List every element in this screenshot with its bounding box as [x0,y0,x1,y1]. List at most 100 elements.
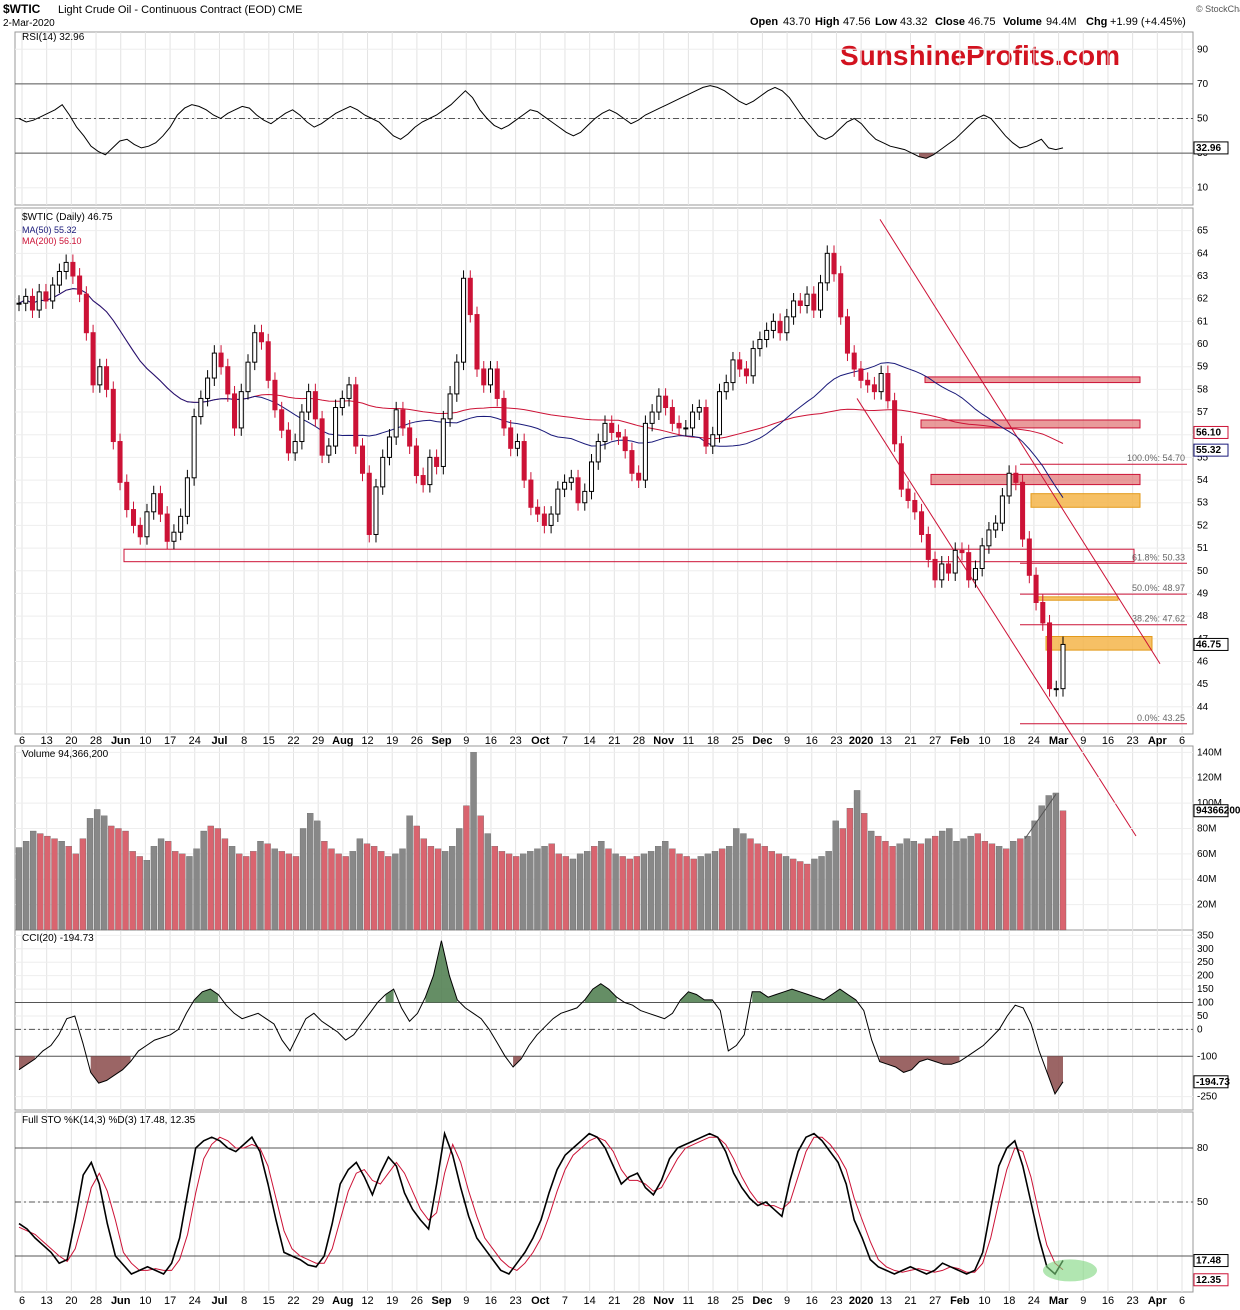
value-tag-text: 12.35 [1196,1275,1221,1286]
candle-body [602,422,608,443]
high-label: High [815,16,840,28]
axis-labels: 6 13 20 28 Jun 10 17 24 Jul 8 15 22 29 Aug 12 19 26 Sep 9 1… [19,735,1185,1307]
volume-bar [172,851,179,931]
x-axis-tick-label: Jun [111,735,131,747]
x-axis-tick-label: Apr [1148,735,1168,747]
volume-bar [924,838,932,931]
x-axis-tick-label: 10 [139,1295,151,1307]
y-axis-tick-label: 0 [1197,1024,1203,1035]
y-axis-tick-label: 65 [1197,226,1209,237]
volume-bar [1059,810,1067,931]
x-axis-tick-label: 26 [411,735,423,747]
volume-bar [846,808,854,931]
volume-bar [917,843,925,931]
x-axis-tick-label: 18 [707,1295,719,1307]
x-axis-tick-label: Sep [431,1295,451,1307]
candle-body [568,477,574,483]
value-tag [1193,637,1229,651]
y-axis-tick-label: 60M [1197,849,1216,860]
candle-body [851,352,857,370]
candle-body [588,461,595,492]
volume-bar [995,846,1003,931]
value-tag [1193,1254,1229,1268]
y-axis-tick-label: -250 [1197,1092,1217,1103]
x-axis-tick-label: 28 [90,1295,102,1307]
x-axis-tick-label: Nov [653,735,675,747]
fib-label: 61.8%: 50.33 [1132,552,1185,562]
x-axis-tick-label: 11 [683,1295,694,1307]
x-axis-tick-label: 18 [1003,1295,1015,1307]
candle-body [878,373,884,393]
volume-bar [1045,795,1052,931]
candle-body [285,429,291,454]
volume-bar [1024,835,1031,931]
volume-bar [910,841,918,931]
open-value: 43.70 [783,16,811,28]
exchange: CME [278,4,302,16]
volume-bar [761,846,768,931]
y-axis-tick-label: 20M [1197,900,1216,911]
volume-bar [22,841,30,931]
price-label: $WTIC (Daily) 46.75 [22,212,113,223]
x-axis-tick-label: 18 [707,735,719,747]
candle-body [676,422,682,429]
ma200-line [18,288,1064,444]
volume-bar [697,856,704,931]
volume-bar [839,828,847,931]
volume-bar [484,833,491,931]
value-tag [1193,1273,1229,1287]
candle-body [83,293,89,334]
volume-bar [676,853,683,931]
volume-bar [250,851,257,931]
volume-bar [385,856,392,931]
sto-label: Full STO %K(14,3) %D(3) 17.48, 12.35 [22,1115,196,1126]
y-axis-tick-label: 250 [1197,957,1214,968]
volume-bar [86,818,94,931]
x-axis-tick-label: 13 [41,1295,53,1307]
volume-bar [349,851,356,931]
value-tag-text: 56.10 [1196,427,1221,438]
x-axis-tick-label: 7 [562,1295,568,1307]
volume-bar [931,835,939,931]
candle-body [716,391,723,436]
volume-bar [491,846,499,931]
volume-bar [747,838,754,931]
x-axis-tick-label: 24 [1028,1295,1040,1307]
volume-label: Volume [1003,16,1042,28]
volume-bar [818,856,825,931]
x-axis-tick-label: 23 [830,735,842,747]
volume-bar [626,858,633,931]
ma50-line [18,288,1064,498]
candle-body [16,302,22,305]
y-axis-tick-label: 49 [1197,588,1209,599]
volume-bar [896,843,903,931]
candle-body [481,368,487,386]
volume-bar [1010,841,1017,931]
candle-body [972,567,978,581]
x-axis-tick-label: Jun [111,1295,131,1307]
volume-bar [633,856,641,931]
candle-body [912,499,918,513]
x-axis-tick-label: 16 [485,1295,497,1307]
volume-bar [669,848,676,931]
x-axis-tick-label: 13 [41,735,53,747]
volume-bar [186,856,193,931]
volume-bar [257,841,264,931]
candle-body [986,529,992,547]
volume-bar [939,830,946,931]
candle-body [198,397,204,418]
candle-body [218,352,224,368]
candle-body [1040,602,1046,624]
x-axis-tick-label: 19 [386,735,398,747]
candle-body [400,409,406,429]
candle-body [723,382,729,393]
y-axis-tick-label: 58 [1197,384,1209,395]
volume-bar [299,828,307,931]
candle-body [838,273,844,318]
candle-body [501,397,507,429]
volume-bar [420,838,427,931]
volume-bar [882,841,889,931]
x-axis-tick-label: 13 [880,1295,892,1307]
candle-body [925,533,931,560]
